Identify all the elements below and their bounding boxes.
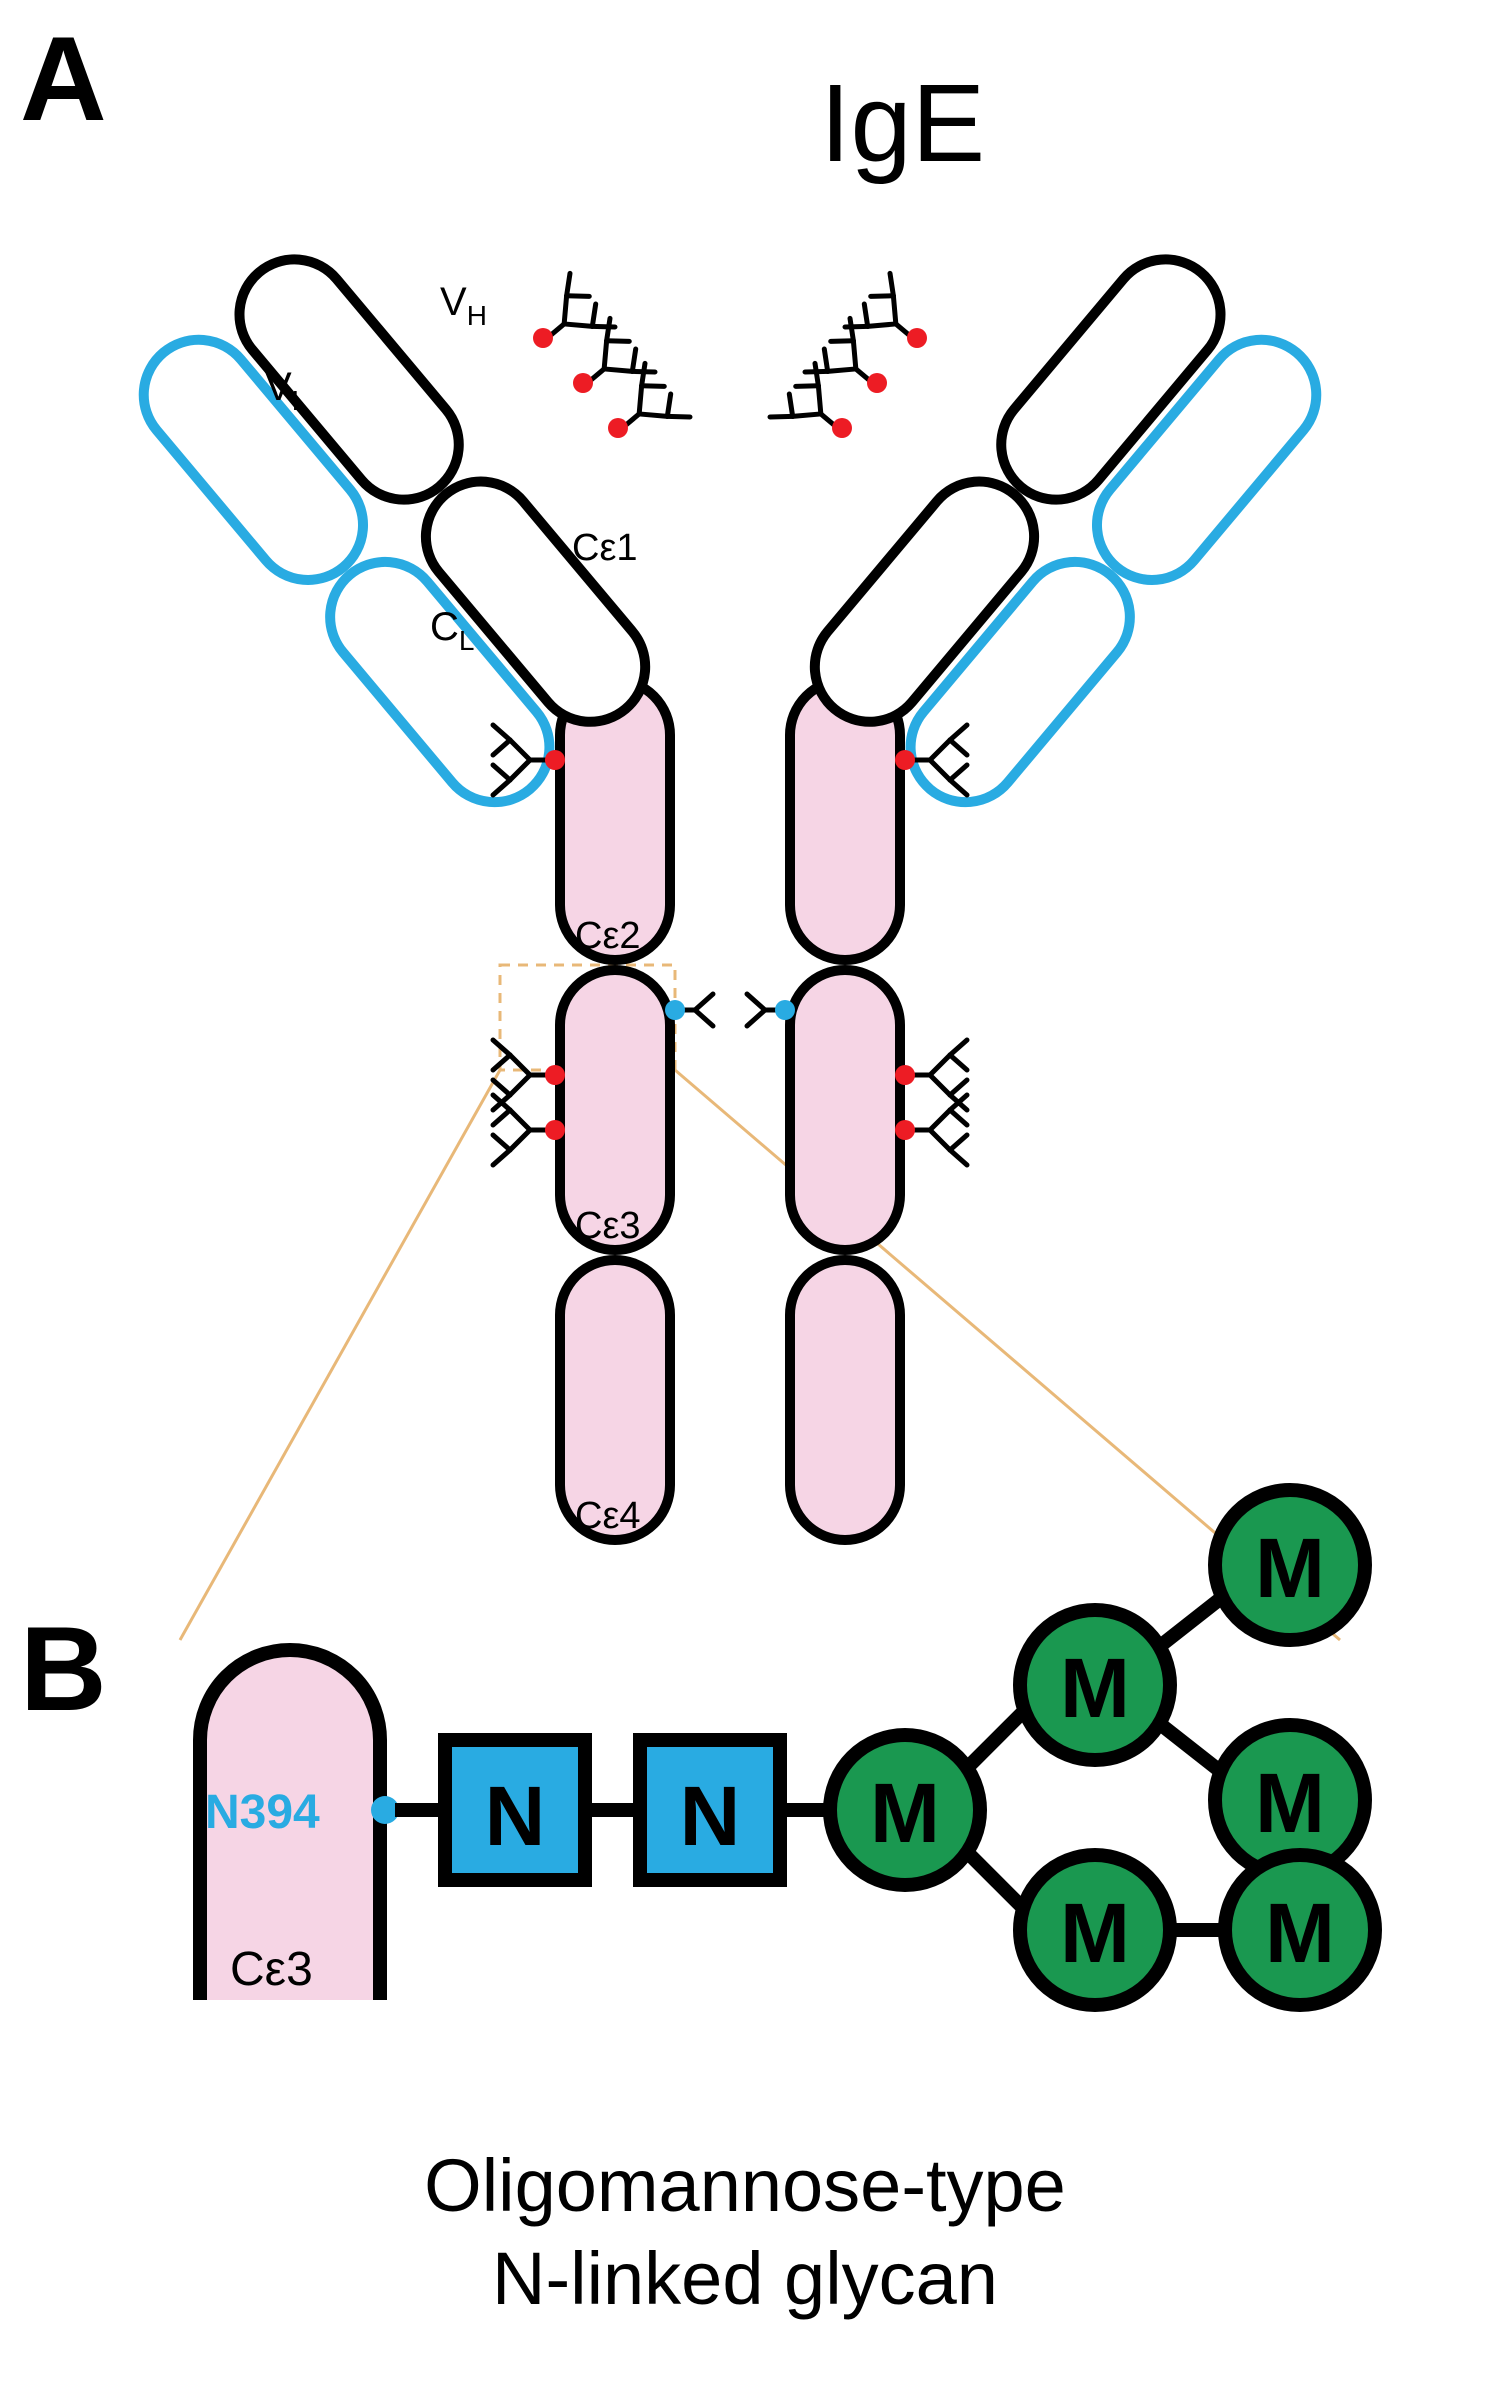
n394-dot xyxy=(371,1796,399,1824)
diagram-svg: VH VL CL Cε1 Cε2 Cε3 Cε4 xyxy=(0,0,1490,2384)
ce3-label-b: Cε3 xyxy=(230,1943,313,1996)
figure-canvas: A IgE B xyxy=(0,0,1490,2384)
panel-a-antibody: VH VL CL Cε1 Cε2 Cε3 Cε4 xyxy=(121,237,1340,1640)
svg-text:Cε2: Cε2 xyxy=(575,915,641,957)
caption-line2: N-linked glycan xyxy=(492,2237,998,2320)
svg-text:M: M xyxy=(1265,1886,1335,1980)
svg-text:Cε3: Cε3 xyxy=(575,1205,641,1247)
svg-text:M: M xyxy=(1255,1756,1325,1850)
figure-title: IgE xyxy=(820,60,985,187)
panel-b-glycan: N394 Cε3 N N xyxy=(200,1490,1375,2005)
svg-text:N: N xyxy=(680,1769,741,1863)
panel-b-label: B xyxy=(20,1600,107,1738)
svg-text:M: M xyxy=(1060,1886,1130,1980)
svg-text:N: N xyxy=(485,1769,546,1863)
heavy-left-fc xyxy=(560,680,670,1540)
svg-text:M: M xyxy=(870,1766,940,1860)
panel-b-caption: Oligomannose-type N-linked glycan xyxy=(0,2140,1490,2325)
heavy-right-fc xyxy=(790,680,900,1540)
caption-line1: Oligomannose-type xyxy=(424,2144,1066,2227)
svg-text:VH: VH xyxy=(440,280,487,331)
svg-text:Cε4: Cε4 xyxy=(575,1495,641,1537)
svg-text:M: M xyxy=(1255,1521,1325,1615)
mannose-circles: M M M M M M xyxy=(830,1490,1375,2005)
n394-label: N394 xyxy=(205,1786,320,1839)
panel-a-label: A xyxy=(20,10,107,148)
svg-text:M: M xyxy=(1060,1641,1130,1735)
svg-text:Cε1: Cε1 xyxy=(572,527,638,569)
zoom-guide-lines xyxy=(180,965,1340,1640)
